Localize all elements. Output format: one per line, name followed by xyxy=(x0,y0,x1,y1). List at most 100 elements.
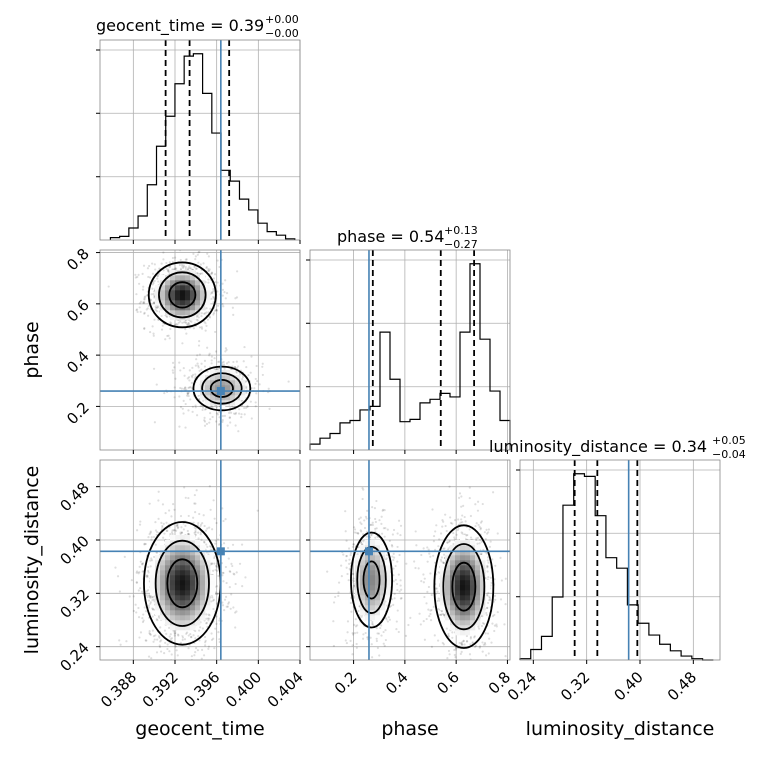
sample-point xyxy=(194,258,197,261)
panel-frame xyxy=(99,249,301,451)
density-cell xyxy=(180,540,186,546)
sample-point xyxy=(227,602,230,605)
sample-point xyxy=(254,382,257,385)
sample-point xyxy=(187,322,190,325)
sample-point xyxy=(228,570,231,573)
sample-point xyxy=(503,623,506,626)
sample-point xyxy=(210,272,214,275)
sample-point xyxy=(431,508,434,511)
sample-point xyxy=(397,630,400,634)
sample-point xyxy=(223,609,226,612)
density-cell xyxy=(215,380,221,386)
sample-point xyxy=(245,391,248,394)
density-cell xyxy=(375,545,381,551)
density-cell xyxy=(170,615,176,621)
sample-point xyxy=(205,622,208,625)
density-cell xyxy=(460,590,466,596)
sample-point xyxy=(212,664,214,666)
sample-point xyxy=(441,519,444,522)
sample-point xyxy=(440,556,444,559)
density-cell xyxy=(465,590,471,596)
sample-point xyxy=(215,585,219,588)
density-cell xyxy=(190,605,196,611)
density-cell xyxy=(460,615,466,621)
sample-point xyxy=(225,581,228,585)
density-cell xyxy=(460,625,466,631)
sample-point xyxy=(184,524,187,527)
sample-point xyxy=(216,368,219,371)
density-cell xyxy=(445,600,451,606)
sample-point xyxy=(245,379,248,383)
sample-point xyxy=(206,252,209,255)
density-cell xyxy=(180,535,186,541)
sample-point xyxy=(179,369,182,372)
density-cell xyxy=(370,570,376,576)
sample-point xyxy=(238,412,241,415)
sample-point xyxy=(465,640,469,643)
density-cell xyxy=(450,565,456,571)
density-cell xyxy=(150,580,156,586)
sample-point xyxy=(360,615,363,618)
density-cell xyxy=(185,275,191,281)
sample-point xyxy=(480,540,483,543)
sample-point xyxy=(208,315,211,318)
sample-point xyxy=(140,590,144,593)
sample-point xyxy=(357,532,360,535)
sample-point xyxy=(173,634,176,637)
density-cell xyxy=(200,560,206,566)
x-tick-label: 0.40 xyxy=(610,668,646,704)
sample-point xyxy=(193,531,196,534)
sample-point xyxy=(437,545,440,548)
sample-point xyxy=(216,290,219,293)
sample-point xyxy=(384,638,387,642)
sample-point xyxy=(175,524,179,527)
sample-point xyxy=(340,564,343,567)
sample-point xyxy=(204,641,207,644)
sample-point xyxy=(224,565,227,569)
sample-point xyxy=(150,557,153,560)
sample-point xyxy=(221,571,224,574)
sample-point xyxy=(375,627,378,630)
sample-point xyxy=(179,267,183,270)
sample-point xyxy=(210,545,213,549)
sample-point xyxy=(151,262,154,265)
density-cell xyxy=(470,605,476,611)
title-phase-sub: −0.27 xyxy=(444,238,478,251)
sample-point xyxy=(485,606,489,610)
sample-point xyxy=(149,530,152,533)
sample-point xyxy=(357,532,360,535)
sample-point xyxy=(453,518,457,522)
sample-point xyxy=(207,617,210,620)
density-cell xyxy=(205,575,211,581)
density-cell xyxy=(450,605,456,611)
density-cell xyxy=(240,380,246,386)
sample-point xyxy=(255,392,258,395)
sample-point xyxy=(150,657,153,660)
density-cell xyxy=(205,300,211,306)
sample-point xyxy=(457,518,460,521)
sample-point xyxy=(188,386,191,389)
sample-point xyxy=(386,528,389,531)
sample-point xyxy=(158,267,161,270)
sample-point xyxy=(332,644,336,648)
sample-point xyxy=(211,291,214,295)
sample-point xyxy=(345,641,348,645)
sample-point xyxy=(243,345,246,349)
sample-point xyxy=(241,378,244,381)
sample-point xyxy=(223,414,227,417)
sample-point xyxy=(179,531,182,534)
sample-point xyxy=(384,527,387,530)
density-cell xyxy=(375,615,381,621)
sample-point xyxy=(249,400,252,403)
sample-point xyxy=(480,614,483,617)
sample-point xyxy=(185,388,188,391)
sample-point xyxy=(168,337,171,340)
sample-point xyxy=(135,581,138,584)
sample-point xyxy=(397,519,401,522)
sample-point xyxy=(240,413,243,416)
sample-point xyxy=(197,261,200,264)
density-cell xyxy=(155,300,161,306)
sample-point xyxy=(172,630,175,633)
sample-point xyxy=(187,514,190,518)
sample-point xyxy=(223,367,226,370)
